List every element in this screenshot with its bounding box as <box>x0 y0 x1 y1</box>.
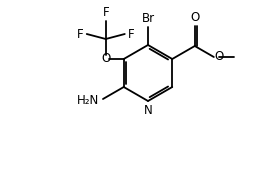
Text: N: N <box>144 104 152 117</box>
Text: H₂N: H₂N <box>77 93 99 106</box>
Text: F: F <box>77 27 84 41</box>
Text: O: O <box>215 51 224 64</box>
Text: O: O <box>101 53 110 66</box>
Text: O: O <box>190 11 199 24</box>
Text: F: F <box>128 27 134 41</box>
Text: Br: Br <box>141 12 154 25</box>
Text: F: F <box>102 6 109 19</box>
